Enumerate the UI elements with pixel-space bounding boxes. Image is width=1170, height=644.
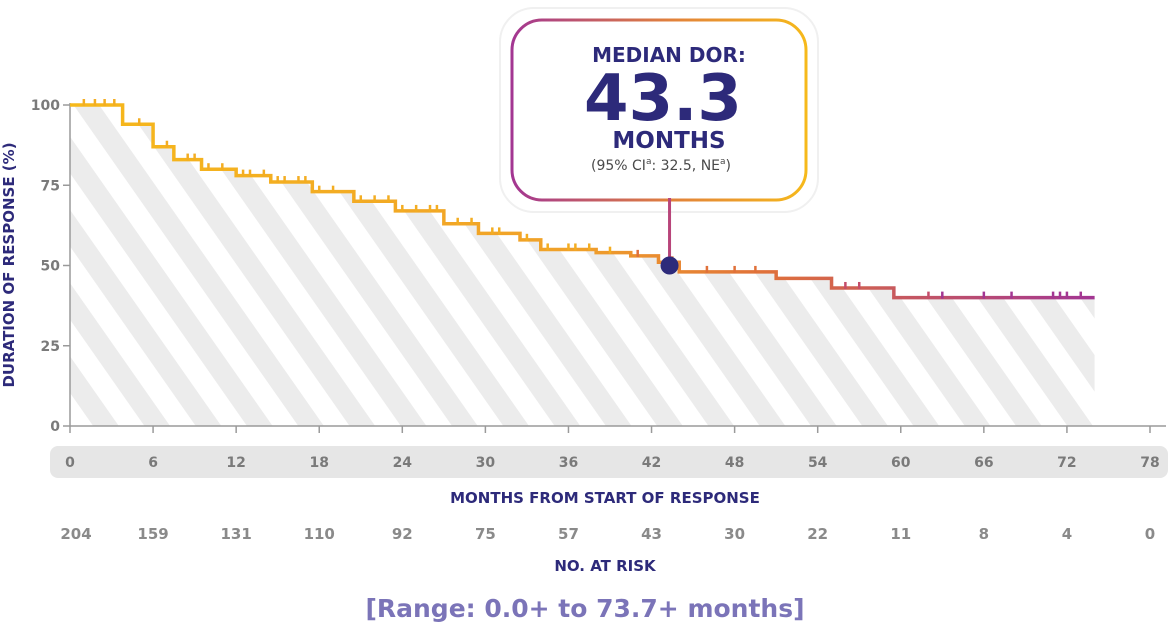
callout-unit: MONTHS	[612, 128, 725, 154]
x-tick-label: 18	[309, 455, 328, 471]
callout-ci: (95% CIa: 32.5, NEa)	[591, 157, 731, 174]
y-tick-label: 50	[41, 259, 61, 275]
x-tick-label: 24	[393, 455, 413, 471]
x-axis-label: MONTHS FROM START OF RESPONSE	[450, 489, 760, 507]
at-risk-value: 30	[724, 525, 745, 543]
survival-curve	[70, 103, 1095, 300]
callout-heading: MEDIAN DOR:	[592, 43, 746, 67]
at-risk-value: 110	[304, 525, 335, 543]
x-tick-label: 48	[725, 455, 744, 471]
x-tick-label: 54	[808, 455, 828, 471]
x-tick-label: 60	[891, 455, 911, 471]
at-risk-value: 43	[641, 525, 662, 543]
x-tick-label: 72	[1057, 455, 1076, 471]
y-axis-ticks: 0 25 50 75 100	[31, 98, 70, 435]
x-tick-label: 0	[65, 455, 75, 471]
x-tick-label: 78	[1140, 455, 1159, 471]
y-tick-label: 0	[50, 419, 60, 435]
x-tick-label: 30	[476, 455, 496, 471]
x-axis-ticks	[69, 426, 1151, 433]
y-tick-label: 100	[31, 98, 60, 114]
at-risk-label: NO. AT RISK	[554, 557, 657, 575]
survival-area	[70, 105, 1095, 426]
x-tick-label: 6	[148, 455, 158, 471]
at-risk-value: 75	[475, 525, 496, 543]
y-tick-label: 75	[41, 178, 60, 194]
x-tick-label: 42	[642, 455, 661, 471]
at-risk-value: 159	[137, 525, 168, 543]
median-callout: MEDIAN DOR: 43.3 MONTHS (95% CIa: 32.5, …	[499, 7, 819, 258]
x-tick-band	[50, 446, 1168, 478]
callout-value: 43.3	[584, 62, 742, 136]
at-risk-value: 57	[558, 525, 579, 543]
at-risk-value: 131	[220, 525, 251, 543]
at-risk-value: 92	[392, 525, 413, 543]
x-tick-label: 12	[226, 455, 245, 471]
at-risk-value: 4	[1062, 525, 1072, 543]
at-risk-value: 11	[890, 525, 911, 543]
y-axis-label: DURATION OF RESPONSE (%)	[0, 142, 18, 387]
y-tick-label: 25	[41, 339, 60, 355]
median-marker	[660, 256, 679, 275]
at-risk-value: 204	[60, 525, 91, 543]
range-note: [Range: 0.0+ to 73.7+ months]	[365, 594, 804, 623]
x-tick-labels: 0 6 12 18 24 30 36 42 48 54 60 66 72 78	[65, 455, 1160, 471]
x-tick-label: 36	[559, 455, 578, 471]
at-risk-value: 22	[807, 525, 828, 543]
x-tick-label: 66	[974, 455, 993, 471]
at-risk-row: 204 159 131 110 92 75 57 43 30 22 11 8 4 0	[60, 525, 1155, 543]
at-risk-value: 0	[1145, 525, 1155, 543]
at-risk-value: 8	[979, 525, 989, 543]
